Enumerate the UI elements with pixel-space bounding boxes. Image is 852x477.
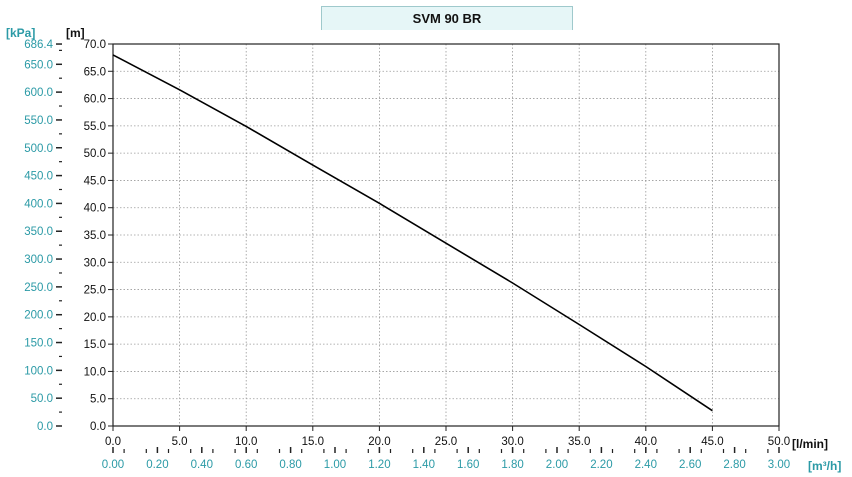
kpa-tick-label: 450.0 [24, 171, 53, 183]
x-tick-label: 5.0 [172, 436, 188, 448]
m3h-tick-label: 1.00 [324, 459, 346, 471]
kpa-tick-label: 500.0 [24, 143, 53, 155]
y-tick-label: 30.0 [84, 257, 106, 269]
kpa-tick-label: 150.0 [24, 338, 53, 350]
m3h-tick-label: 2.60 [679, 459, 701, 471]
m3h-tick-label: 0.40 [191, 459, 213, 471]
x-tick-label: 25.0 [435, 436, 457, 448]
x-tick-label: 45.0 [701, 436, 723, 448]
m3h-tick-label: 3.00 [768, 459, 790, 471]
x-tick-label: 40.0 [635, 436, 657, 448]
m3h-tick-label: 2.00 [546, 459, 568, 471]
kpa-tick-label: 50.0 [31, 393, 53, 405]
m3h-tick-label: 0.00 [102, 459, 124, 471]
kpa-tick-label: 300.0 [24, 254, 53, 266]
y-tick-label: 10.0 [84, 366, 106, 378]
x-tick-label: 30.0 [501, 436, 523, 448]
chart-title: SVM 90 BR [321, 6, 573, 30]
m3h-tick-label: 1.60 [457, 459, 479, 471]
m3h-tick-label: 2.20 [590, 459, 612, 471]
y-tick-label: 15.0 [84, 339, 106, 351]
m3h-tick-label: 1.80 [501, 459, 523, 471]
kpa-tick-label: 686.4 [24, 39, 53, 51]
m3h-tick-label: 0.60 [235, 459, 257, 471]
kpa-tick-label: 400.0 [24, 198, 53, 210]
kpa-tick-label: 200.0 [24, 310, 53, 322]
y-tick-label: 35.0 [84, 230, 106, 242]
y-tick-label: 0.0 [90, 421, 106, 433]
x-tick-label: 10.0 [235, 436, 257, 448]
kpa-tick-label: 100.0 [24, 365, 53, 377]
x-tick-label: 35.0 [568, 436, 590, 448]
kpa-unit-label: [kPa] [6, 26, 36, 40]
kpa-tick-label: 650.0 [24, 59, 53, 71]
m3h-tick-label: 0.80 [279, 459, 301, 471]
m3h-tick-label: 0.20 [146, 459, 168, 471]
y-tick-label: 60.0 [84, 94, 106, 106]
y-tick-label: 40.0 [84, 203, 106, 215]
x-tick-label: 15.0 [302, 436, 324, 448]
kpa-tick-label: 550.0 [24, 115, 53, 127]
kpa-tick-label: 250.0 [24, 282, 53, 294]
y-tick-label: 55.0 [84, 121, 106, 133]
m3h-unit-label: [m³/h] [808, 459, 842, 473]
lmin-unit-label: [l/min] [792, 437, 828, 451]
x-tick-label: 0.0 [105, 436, 121, 448]
y-tick-label: 45.0 [84, 175, 106, 187]
y-tick-label: 20.0 [84, 312, 106, 324]
y-tick-label: 50.0 [84, 148, 106, 160]
y-tick-label: 65.0 [84, 66, 106, 78]
kpa-tick-label: 600.0 [24, 87, 53, 99]
y-tick-label: 5.0 [90, 394, 106, 406]
x-tick-label: 20.0 [368, 436, 390, 448]
y-tick-label: 25.0 [84, 285, 106, 297]
x-tick-label: 50.0 [768, 436, 790, 448]
m-unit-label: [m] [66, 26, 85, 40]
m3h-tick-label: 1.40 [413, 459, 435, 471]
kpa-tick-label: 0.0 [37, 421, 53, 433]
m3h-tick-label: 2.80 [723, 459, 745, 471]
m3h-tick-label: 2.40 [635, 459, 657, 471]
series-line-pump-curve [112, 54, 713, 412]
m3h-tick-label: 1.20 [368, 459, 390, 471]
kpa-tick-label: 350.0 [24, 226, 53, 238]
y-tick-label: 70.0 [84, 39, 106, 51]
